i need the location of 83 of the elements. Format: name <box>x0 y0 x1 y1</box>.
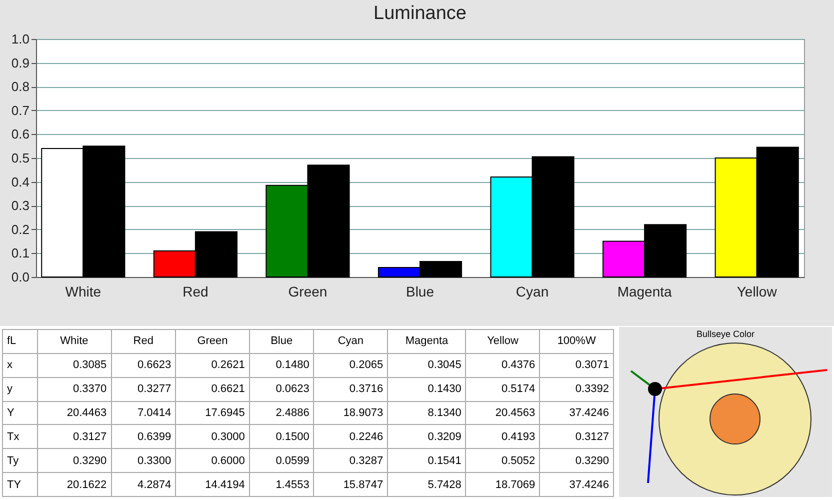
data-label: 0.6399 <box>111 424 176 449</box>
data-label: 0.3085 <box>37 353 112 378</box>
data-label: 0.2621 <box>176 353 250 378</box>
y-tick-label: 0.4 <box>11 174 30 190</box>
data-label: 20.1622 <box>37 472 112 496</box>
data-label: 0.3287 <box>314 448 388 473</box>
data-label: 7.0414 <box>111 401 176 425</box>
y-tick-label: 0.5 <box>11 150 30 166</box>
y-tick-label: TY <box>2 472 38 496</box>
y-tick-label: 0.2 <box>11 222 30 237</box>
data-label: 20.4563 <box>466 401 540 425</box>
x-tick-label: 100%W <box>540 330 614 354</box>
y-tick-label: 0.3 <box>11 198 30 214</box>
x-tick-label: White <box>37 330 112 354</box>
data-label: 0.1480 <box>249 353 314 378</box>
data-label: 0.3127 <box>540 424 614 449</box>
x-tick-label: Blue <box>249 330 314 354</box>
data-label: 17.6945 <box>176 401 250 425</box>
x-tick-label: White <box>65 284 102 300</box>
y-tick-label: 0.9 <box>11 55 30 70</box>
y-axis-title: fL <box>2 330 38 354</box>
y-tick-label: x <box>2 353 38 378</box>
data-label: 0.3290 <box>540 448 614 473</box>
data-label: 0.1541 <box>388 448 466 473</box>
x-tick-label: Cyan <box>314 330 388 354</box>
data-label: 0.3209 <box>388 424 466 449</box>
data-label: 0.3370 <box>37 377 112 402</box>
x-tick-label: Red <box>182 284 208 300</box>
data-label: 37.4246 <box>540 401 614 425</box>
data-label: 4.2874 <box>111 472 176 496</box>
data-label: 0.1430 <box>388 377 466 402</box>
y-tick-label: 0.1 <box>11 246 30 261</box>
data-label: 0.3071 <box>540 353 614 378</box>
data-label: 0.5052 <box>466 448 540 473</box>
data-label: 0.0599 <box>249 448 314 473</box>
data-label: 0.6623 <box>111 353 176 378</box>
data-label: 0.3300 <box>111 448 176 473</box>
x-tick-label: Yellow <box>736 284 778 300</box>
y-tick-label: Tx <box>2 424 38 449</box>
y-tick-label: Y <box>2 401 38 425</box>
data-label: 0.3392 <box>540 377 614 402</box>
data-label: 0.3045 <box>388 353 466 378</box>
data-label: 37.4246 <box>540 472 614 496</box>
data-label: 0.2065 <box>314 353 388 378</box>
y-tick-label: 0.8 <box>11 79 30 94</box>
x-tick-label: Green <box>176 330 250 354</box>
data-label: 15.8747 <box>314 472 388 496</box>
data-label: 0.3127 <box>37 424 112 449</box>
x-tick-label: Green <box>288 284 328 300</box>
data-label: 0.6621 <box>176 377 250 402</box>
x-tick-label: Red <box>111 330 176 354</box>
data-label: 0.3290 <box>37 448 112 473</box>
data-label: 0.6000 <box>176 448 250 473</box>
data-label: 8.1340 <box>388 401 466 425</box>
data-label: 0.3277 <box>111 377 176 402</box>
data-label: 0.1500 <box>249 424 314 449</box>
y-tick-label: 1.0 <box>11 32 30 46</box>
data-label: 14.4194 <box>176 472 250 496</box>
x-tick-label: Magenta <box>388 330 466 354</box>
y-tick-label: y <box>2 377 38 402</box>
data-label: 1.4553 <box>249 472 314 496</box>
data-label: 0.4376 <box>466 353 540 378</box>
data-label: 5.7428 <box>388 472 466 496</box>
data-label: 0.4193 <box>466 424 540 449</box>
y-tick-label: Ty <box>2 448 38 473</box>
chart-title: Luminance <box>374 3 466 24</box>
data-label: 0.0623 <box>249 377 314 402</box>
x-tick-label: Yellow <box>466 330 540 354</box>
data-label: 0.3000 <box>176 424 250 449</box>
y-tick-label: 0.0 <box>11 270 30 284</box>
x-tick-label: Cyan <box>516 284 549 300</box>
y-tick-label: 0.6 <box>11 126 30 142</box>
data-label: 0.2246 <box>314 424 388 449</box>
x-tick-label: Magenta <box>617 284 672 300</box>
data-label: 0.5174 <box>466 377 540 402</box>
data-label: 0.3716 <box>314 377 388 402</box>
data-label: 20.4463 <box>37 401 112 425</box>
data-label: 18.7069 <box>466 472 540 496</box>
data-label: 18.9073 <box>314 401 388 425</box>
x-tick-label: Blue <box>406 284 434 300</box>
text: Bullseye Color <box>695 329 756 339</box>
data-label: 2.4886 <box>249 401 314 425</box>
y-tick-label: 0.7 <box>11 102 30 118</box>
